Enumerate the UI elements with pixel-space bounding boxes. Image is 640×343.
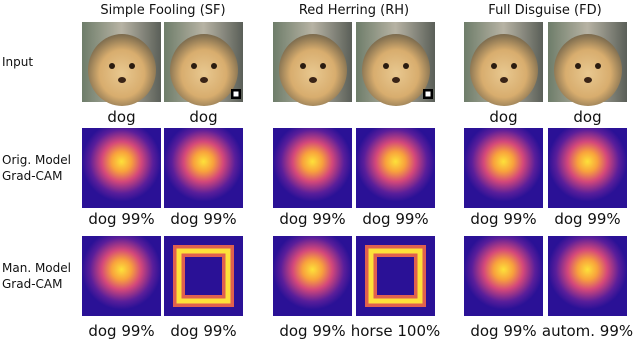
image-cell (548, 22, 627, 106)
row-label: Man. Model (2, 261, 71, 275)
eye (129, 63, 135, 69)
caption: dog 99% (362, 210, 428, 228)
eye (109, 63, 115, 69)
eye (491, 63, 497, 69)
caption: dog 99% (170, 322, 236, 340)
image-cell (164, 22, 243, 106)
eye (320, 63, 326, 69)
image-cell (273, 22, 352, 106)
nose (500, 77, 508, 83)
row-label: Input (2, 55, 33, 69)
heatmap (82, 128, 161, 208)
image-cell (356, 236, 435, 316)
eye (383, 63, 389, 69)
image-cell (548, 128, 627, 208)
heatmap (548, 128, 627, 208)
heatmap (164, 128, 243, 208)
trigger (425, 91, 431, 97)
heatmap (548, 236, 627, 316)
eye (595, 63, 601, 69)
heatmap (356, 128, 435, 208)
image-cell (82, 128, 161, 208)
image-cell (356, 22, 435, 106)
nose (118, 77, 126, 83)
nose (584, 77, 592, 83)
caption: dog (573, 108, 601, 126)
row-label: Grad-CAM (2, 277, 62, 291)
column-header: Full Disguise (FD) (488, 3, 601, 18)
row-label: Orig. Model (2, 153, 71, 167)
dog-head (170, 34, 238, 106)
eye (300, 63, 306, 69)
caption: dog (489, 108, 517, 126)
trigger (233, 91, 239, 97)
heatmap (273, 128, 352, 208)
image-cell (356, 128, 435, 208)
dog-head (88, 34, 156, 106)
caption: dog 99% (88, 210, 154, 228)
eye (511, 63, 517, 69)
caption: dog (107, 108, 135, 126)
nose (309, 77, 317, 83)
caption: dog 99% (279, 322, 345, 340)
heatmap (464, 236, 543, 316)
caption: dog 99% (470, 210, 536, 228)
caption: dog 99% (470, 322, 536, 340)
caption: dog 99% (88, 322, 154, 340)
image-cell (273, 128, 352, 208)
heat-frame (176, 248, 231, 304)
caption: dog 99% (554, 210, 620, 228)
caption: dog (189, 108, 217, 126)
row-label: Grad-CAM (2, 169, 62, 183)
column-header: Simple Fooling (SF) (100, 3, 225, 18)
nose (200, 77, 208, 83)
heat-frame (368, 248, 423, 304)
dog-head (279, 34, 347, 106)
heatmap (82, 236, 161, 316)
image-cell (273, 236, 352, 316)
heatmap (464, 128, 543, 208)
image-cell (464, 236, 543, 316)
dog-head (362, 34, 430, 106)
column-header: Red Herring (RH) (299, 3, 409, 18)
caption: autom. 99% (542, 322, 633, 340)
image-cell (548, 236, 627, 316)
eye (403, 63, 409, 69)
dog-head (470, 34, 538, 106)
image-cell (82, 236, 161, 316)
image-cell (164, 236, 243, 316)
grid: Simple Fooling (SF) Red Herring (RH) Full … (2, 3, 633, 340)
image-cell (464, 128, 543, 208)
caption: dog 99% (170, 210, 236, 228)
image-cell (164, 128, 243, 208)
image-cell (82, 22, 161, 106)
nose (392, 77, 400, 83)
eye (211, 63, 217, 69)
dog-head (554, 34, 622, 106)
caption: dog 99% (279, 210, 345, 228)
eye (575, 63, 581, 69)
eye (191, 63, 197, 69)
caption: horse 100% (351, 322, 441, 340)
heatmap (273, 236, 352, 316)
image-cell (464, 22, 543, 106)
